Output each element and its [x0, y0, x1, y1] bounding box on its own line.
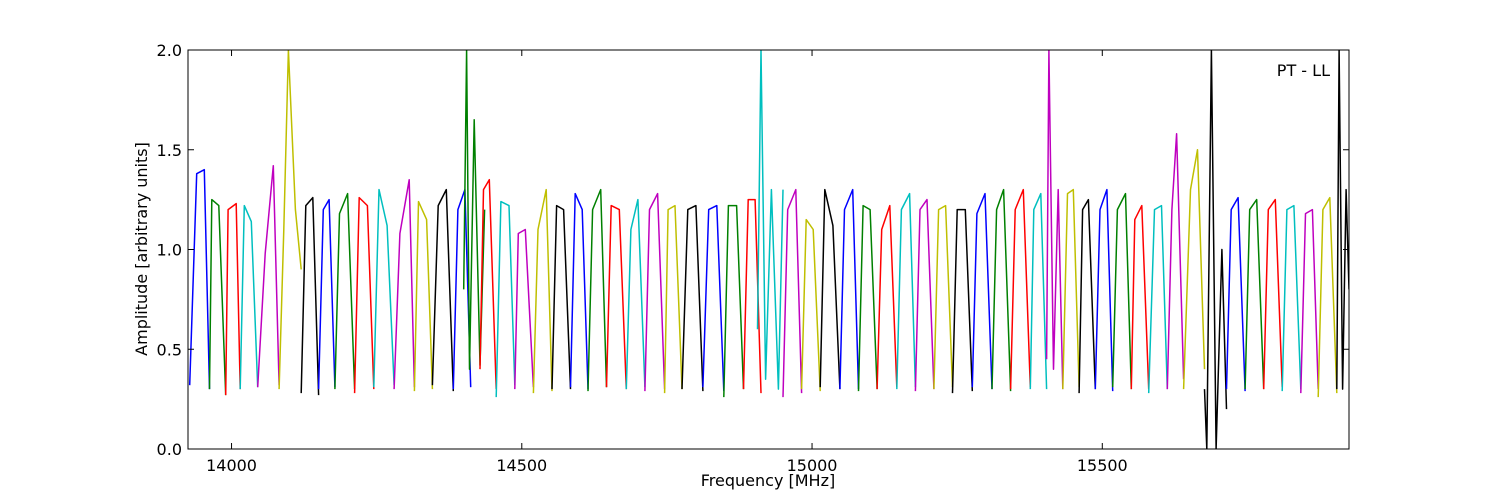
- series-line: [644, 192, 666, 392]
- series-line: [1300, 208, 1319, 394]
- series-line: [514, 228, 535, 390]
- series-line: [300, 196, 320, 396]
- series-line: [188, 168, 211, 390]
- series-line: [1062, 188, 1080, 390]
- y-tick-label: 2.0: [157, 41, 182, 60]
- series-line: [857, 204, 878, 392]
- series-line: [605, 204, 628, 390]
- series-line: [1078, 198, 1097, 394]
- series-line: [1262, 198, 1283, 390]
- series-line: [1281, 204, 1302, 392]
- series-line: [353, 196, 375, 394]
- series-layer: [188, 50, 1349, 449]
- series-line: [452, 188, 472, 390]
- series-line: [551, 204, 572, 390]
- series-line: [224, 202, 241, 396]
- x-axis-label: Frequency [MHz]: [701, 471, 835, 490]
- series-line: [1111, 192, 1133, 390]
- series-line: [1029, 192, 1048, 390]
- series-line: [914, 198, 935, 392]
- series-line: [317, 198, 336, 390]
- series-line: [800, 218, 821, 392]
- series-line: [431, 188, 455, 392]
- series-line: [663, 204, 683, 394]
- series-line: [373, 188, 395, 388]
- series-line: [278, 50, 302, 390]
- series-line: [819, 188, 841, 390]
- series-line: [756, 50, 784, 390]
- series-line: [782, 188, 803, 398]
- series-line: [1317, 196, 1338, 398]
- series-line: [933, 204, 954, 390]
- y-axis: 0.0 0.5 1.0 1.5 2.0: [157, 41, 1349, 459]
- series-line: [1336, 50, 1349, 390]
- series-line: [239, 204, 259, 390]
- series-line: [532, 188, 553, 394]
- series-line: [876, 204, 898, 390]
- series-line: [256, 164, 280, 388]
- series-line: [587, 188, 608, 392]
- series-line: [839, 188, 860, 390]
- series-line: [702, 204, 725, 392]
- x-tick-label: 14000: [206, 456, 257, 475]
- series-line: [208, 198, 227, 396]
- series-line: [625, 198, 646, 390]
- x-axis: 14000 14500 15000 15500: [206, 50, 1128, 475]
- series-line: [479, 178, 497, 390]
- series-line: [1182, 149, 1206, 390]
- series-line: [334, 192, 356, 390]
- series-line: [681, 204, 704, 392]
- y-axis-label: Amplitude [arbitrary units]: [132, 142, 151, 356]
- series-line: [951, 208, 974, 394]
- series-line: [971, 192, 993, 390]
- y-tick-label: 0.5: [157, 340, 182, 359]
- x-tick-label: 15000: [787, 456, 838, 475]
- x-tick-label: 15500: [1077, 456, 1128, 475]
- y-tick-label: 0.0: [157, 440, 182, 459]
- series-line: [991, 188, 1012, 392]
- series-line: [1225, 196, 1246, 392]
- series-line: [1009, 188, 1032, 390]
- chart-annotation: PT - LL: [1277, 61, 1330, 80]
- series-line: [1130, 204, 1150, 390]
- series-line: [393, 178, 416, 390]
- y-tick-label: 1.5: [157, 141, 182, 160]
- series-line: [896, 192, 917, 390]
- series-line: [1166, 133, 1185, 390]
- series-line: [1094, 188, 1114, 392]
- x-tick-label: 14500: [496, 456, 547, 475]
- series-line: [569, 192, 589, 390]
- series-line: [495, 200, 516, 398]
- series-line: [413, 200, 434, 392]
- series-line: [1244, 198, 1265, 390]
- series-line: [1147, 204, 1169, 394]
- y-tick-label: 1.0: [157, 241, 182, 260]
- series-line: [1045, 50, 1064, 390]
- series-line: [723, 204, 745, 398]
- series-line: [1203, 50, 1228, 449]
